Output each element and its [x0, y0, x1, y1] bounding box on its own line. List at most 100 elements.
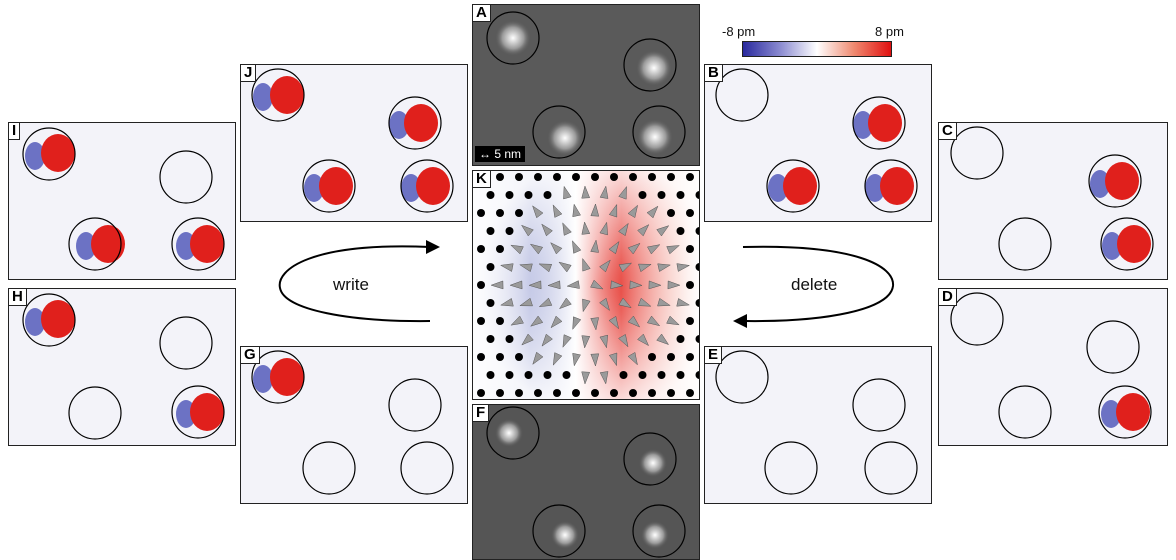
atom-dot	[629, 389, 637, 397]
skyrmion-circle	[715, 68, 769, 122]
spin-arrow	[599, 221, 608, 236]
skyrmion-circle	[302, 159, 356, 213]
atom-dot	[486, 299, 495, 307]
atom-lattice	[477, 173, 699, 397]
atom-dot	[496, 209, 504, 217]
skyrmion-circle	[998, 217, 1052, 271]
skyrmion-circle	[623, 432, 677, 486]
atom-dot	[486, 371, 495, 379]
atom-dot	[572, 173, 580, 181]
write-cycle-arrow	[278, 240, 440, 323]
skyrmion-circle	[852, 96, 906, 150]
skyrmion-circle	[22, 127, 76, 181]
atom-dot	[477, 389, 485, 397]
spin-arrow	[532, 351, 544, 365]
spin-arrow	[618, 297, 632, 309]
spin-arrow	[572, 352, 581, 367]
spin-arrow	[529, 243, 544, 255]
atom-dot	[496, 317, 504, 325]
atom-dot	[496, 173, 504, 181]
spin-arrow	[510, 315, 524, 326]
spin-arrow	[552, 204, 563, 218]
skyrmion-circle	[998, 385, 1052, 439]
atom-dot	[505, 191, 514, 199]
atom-dot	[496, 389, 504, 397]
atom-dot	[496, 353, 504, 361]
skyrmion-circle	[1086, 320, 1140, 374]
spin-arrow	[572, 316, 582, 331]
panel-a: A ↔ 5 nm	[472, 4, 700, 166]
spin-arrow	[656, 225, 670, 237]
skyrmion-circle	[68, 217, 122, 271]
spin-arrow	[521, 333, 534, 346]
spin-arrow	[599, 259, 611, 273]
spin-arrow	[547, 280, 561, 290]
atom-dot	[496, 245, 504, 253]
spin-arrow	[666, 245, 681, 255]
atom-dot	[648, 173, 656, 181]
atom-dot	[591, 173, 599, 181]
atom-dot	[686, 209, 694, 217]
atom-dot	[505, 335, 514, 343]
atom-dot	[477, 281, 485, 289]
atom-dot	[667, 209, 675, 217]
atom-dot	[524, 191, 533, 199]
atom-dot	[695, 299, 699, 307]
spin-arrow	[608, 240, 620, 255]
atom-dot	[515, 209, 523, 217]
spin-arrow	[590, 353, 600, 367]
spin-arrow	[638, 263, 652, 273]
panel-label: I	[9, 123, 21, 140]
spin-arrow	[599, 371, 609, 385]
skyrmion-circle	[864, 159, 918, 213]
atom-dot	[657, 191, 666, 199]
panel-d-image	[939, 289, 1167, 445]
atom-dot	[667, 353, 675, 361]
spin-arrow	[530, 315, 544, 327]
atom-dot	[515, 389, 523, 397]
panel-b-image	[705, 65, 931, 221]
atom-dot	[695, 227, 699, 235]
skyrmion-circle	[764, 441, 818, 495]
panel-a-image	[473, 5, 699, 165]
spin-arrow	[629, 280, 643, 290]
skyrmion-circle	[171, 217, 225, 271]
spin-arrow	[499, 263, 514, 272]
panel-i: I	[8, 122, 236, 280]
spin-arrows	[490, 185, 691, 385]
spin-arrow	[646, 315, 661, 327]
panel-b: B	[704, 64, 932, 222]
skyrmion-circle	[400, 159, 454, 213]
spin-arrow	[590, 203, 600, 217]
panel-label: C	[939, 123, 957, 140]
spin-arrow	[657, 263, 672, 272]
panel-j: J	[240, 64, 468, 222]
spin-arrow	[599, 334, 608, 349]
spin-arrow	[618, 262, 633, 273]
panel-h-image	[9, 289, 235, 445]
skyrmion-circle	[1098, 385, 1152, 439]
spin-arrow	[490, 280, 504, 290]
spin-arrow	[637, 297, 652, 307]
spin-arrow	[541, 333, 553, 347]
panel-label: F	[473, 405, 490, 422]
spin-arrow	[676, 298, 691, 307]
spin-arrow	[581, 221, 591, 235]
spin-arrow	[608, 352, 618, 367]
atom-dot	[610, 389, 618, 397]
spin-arrow	[627, 242, 641, 255]
atom-dot	[676, 335, 685, 343]
atom-dot	[686, 245, 694, 253]
atom-dot	[667, 389, 675, 397]
panel-h: H	[8, 288, 236, 446]
atom-dot	[486, 191, 495, 199]
spin-arrow	[510, 244, 524, 255]
atom-dot	[505, 227, 514, 235]
spin-arrow	[590, 279, 604, 290]
spin-arrow	[618, 185, 627, 200]
skyrmion-circle	[159, 316, 213, 370]
atom-dot	[686, 281, 694, 289]
spin-arrow	[538, 263, 553, 273]
atom-dot	[553, 173, 561, 181]
spin-arrow	[581, 335, 591, 349]
